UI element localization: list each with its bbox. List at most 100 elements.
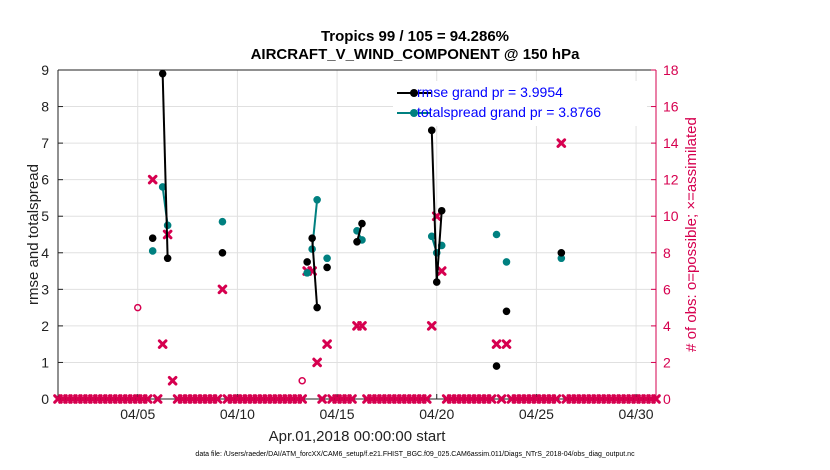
y-right-tick-label-4: 8 [663, 245, 671, 261]
chart-title-line1: Tropics 99 / 105 = 94.286% [320, 28, 510, 45]
rmse-point-2 [163, 254, 172, 263]
obs-assimilated-marker-11-stroke-b [426, 321, 437, 331]
y-left-tick-label-0: 0 [41, 391, 49, 407]
obs-zero-marker-28-stroke-b [212, 394, 223, 404]
obs-zero-marker-19 [152, 394, 163, 404]
obs-assimilated-marker-13-stroke-b [436, 266, 447, 276]
legend-item-spread: totalspread grand pr = 3.8766 [393, 103, 647, 123]
obs-zero-marker-74 [496, 394, 507, 404]
obs-assimilated-marker-16 [556, 138, 567, 148]
legend-rmse-label: rmse grand pr = 3.9954 [417, 84, 563, 100]
totalspread-point-4 [303, 269, 311, 277]
y-right-tick-label-6: 12 [663, 172, 679, 188]
x-tick-label-1: 04/10 [220, 406, 255, 422]
obs-zero-marker-18-stroke-b [142, 394, 153, 404]
obs-zero-marker-44 [297, 394, 307, 404]
obs-assimilated-marker-11 [426, 321, 437, 331]
legend-spread-label: totalspread grand pr = 3.8766 [417, 104, 602, 120]
y-right-tick-label-3: 6 [663, 281, 671, 297]
data-file-caption: data file: /Users/raeder/DAI/ATM_forcXX/… [195, 451, 635, 458]
rmse-point-10 [427, 126, 436, 135]
y-right-tick-label-8: 16 [663, 99, 679, 115]
obs-zero-marker-63-stroke-b [421, 394, 432, 404]
x-axis-title: Apr.01,2018 00:00:00 start [269, 428, 447, 445]
obs-zero-marker-84 [551, 394, 562, 404]
legend-rmse-marker-icon [410, 89, 418, 97]
obs-assimilated-marker-13 [436, 266, 447, 276]
y-left-tick-label-1: 1 [41, 354, 49, 370]
y-left-tick-label-7: 7 [41, 135, 49, 151]
y-left-axis-title: rmse and totalspread [25, 164, 42, 305]
obs-zero-marker-63 [421, 394, 432, 404]
obs-assimilated-marker-8 [322, 339, 332, 349]
rmse-point-8 [353, 238, 361, 246]
totalspread-point-10 [427, 232, 436, 241]
rmse-point-7 [323, 263, 331, 272]
rmse-point-15 [557, 248, 566, 257]
obs-assimilated-marker-4 [217, 284, 228, 295]
obs-zero-marker-73-stroke-b [486, 394, 497, 404]
obs-zero-marker-44-stroke-b [297, 394, 307, 404]
totalspread-point-6 [313, 195, 321, 204]
obs-zero-marker-74-stroke-b [496, 394, 507, 404]
obs-assimilated-marker-4-stroke-b [217, 284, 228, 295]
rmse-point-11 [432, 278, 441, 286]
obs-assimilated-marker-15-stroke-b [501, 339, 512, 349]
rmse-point-5 [308, 234, 316, 242]
obs-zero-marker-84-stroke-b [551, 394, 562, 404]
rmse-point-3 [218, 248, 227, 257]
obs-assimilated-marker-10 [357, 321, 367, 331]
y-right-tick-label-5: 10 [663, 208, 679, 224]
y-right-tick-label-0: 0 [663, 391, 671, 407]
y-left-tick-label-3: 3 [41, 281, 49, 297]
legend: rmse grand pr = 3.9954 totalspread grand… [393, 81, 647, 126]
legend-spread-marker-icon [410, 109, 418, 117]
rmse-line-segment-4 [311, 238, 319, 308]
obs-assimilated-marker-0 [147, 174, 158, 185]
rmse-point-0 [148, 234, 157, 242]
legend-item-rmse: rmse grand pr = 3.9954 [393, 83, 647, 103]
totalspread-point-13 [492, 230, 501, 239]
obs-zero-marker-19-stroke-b [152, 394, 163, 404]
obs-zero-marker-103-stroke-b [651, 394, 661, 404]
obs-assimilated-marker-14-stroke-b [491, 339, 502, 349]
obs-assimilated-marker-8-stroke-b [322, 339, 332, 349]
obs-assimilated-marker-15 [501, 339, 512, 349]
obs-assimilated-marker-7-stroke-b [312, 357, 322, 368]
totalspread-point-0 [148, 247, 157, 255]
y-right-tick-label-2: 4 [663, 318, 671, 334]
obs-zero-marker-50 [347, 394, 357, 404]
y-left-tick-label-8: 8 [41, 99, 49, 115]
obs-assimilated-marker-10-stroke-b [357, 321, 367, 331]
obs-assimilated-marker-14 [491, 339, 502, 349]
y-left-tick-label-6: 6 [41, 172, 49, 188]
obs-assimilated-marker-1 [157, 339, 168, 349]
y-left-tick-label-4: 4 [41, 245, 49, 261]
rmse-point-13 [492, 362, 501, 370]
x-tick-label-2: 04/15 [320, 406, 355, 422]
obs-zero-marker-45 [317, 394, 327, 404]
x-tick-label-0: 04/05 [120, 406, 155, 422]
y-left-tick-label-9: 9 [41, 62, 49, 78]
totalspread-point-14 [502, 258, 511, 266]
rmse-point-4 [303, 258, 311, 266]
obs-possible-marker-1 [298, 376, 306, 385]
totalspread-point-3 [218, 217, 227, 226]
obs-possible-marker-0 [133, 303, 142, 312]
y-right-tick-label-1: 2 [663, 354, 671, 370]
obs-assimilated-marker-1-stroke-b [157, 339, 168, 349]
chart-title-line2: AIRCRAFT_V_WIND_COMPONENT @ 150 hPa [250, 46, 580, 63]
y-left-tick-label-5: 5 [41, 208, 49, 224]
obs-assimilated-marker-7 [312, 357, 322, 368]
rmse-point-14 [502, 307, 511, 316]
rmse-point-12 [437, 206, 446, 215]
rmse-point-1 [158, 69, 167, 78]
x-tick-label-3: 04/20 [419, 406, 454, 422]
obs-assimilated-marker-3-stroke-b [167, 375, 178, 386]
obs-zero-marker-45-stroke-b [317, 394, 327, 404]
obs-zero-marker-73 [486, 394, 497, 404]
x-tick-label-4: 04/25 [519, 406, 554, 422]
obs-zero-marker-103 [651, 394, 661, 404]
obs-zero-marker-18 [142, 394, 153, 404]
